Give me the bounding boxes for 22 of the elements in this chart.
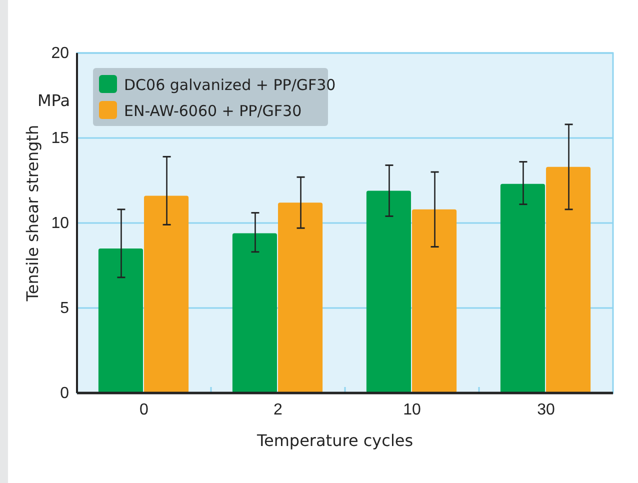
text: MPa [37, 91, 70, 110]
y-tick-label: 5 [60, 300, 70, 318]
y-tick-label: 15 [51, 130, 70, 148]
bar [546, 166, 591, 393]
x-tick-label: 0 [140, 401, 149, 418]
y-tick-label: 10 [51, 215, 70, 232]
x-tick-label: 2 [274, 401, 283, 418]
x-axis-title: Temperature cycles [256, 431, 414, 450]
y-axis-title: Tensile shear strength [23, 124, 42, 302]
y-tick-label: 20 [51, 45, 70, 62]
x-tick-label: 30 [537, 401, 555, 418]
legend-label: DC06 galvanized + PP/GF30 [124, 76, 336, 94]
bar [144, 196, 189, 393]
bar [500, 184, 545, 393]
bar [232, 233, 277, 393]
bar [366, 190, 411, 393]
x-tick-label: 10 [403, 401, 421, 418]
bar [412, 209, 457, 393]
bar [98, 248, 143, 393]
legend-label: EN-AW-6060 + PP/GF30 [124, 102, 302, 120]
bar [278, 202, 323, 393]
y-tick-label: 0 [60, 385, 70, 402]
